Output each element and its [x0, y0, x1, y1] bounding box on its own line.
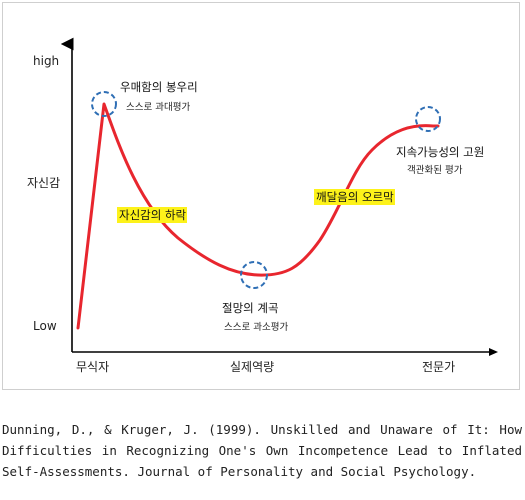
citation: Dunning, D., & Kruger, J. (1999). Unskil…: [2, 422, 522, 479]
y-label-low: Low: [33, 319, 57, 333]
slope-highlight: [314, 189, 395, 205]
decline-label: 자신감의 하락: [119, 208, 187, 222]
confidence-curve: [76, 102, 440, 330]
x-label-competence: 실제역량: [230, 360, 274, 374]
figure-frame: [2, 2, 520, 390]
plateau-title: 지속가능성의 고원: [396, 145, 484, 159]
x-axis-arrowhead: [489, 348, 498, 356]
valley-title: 절망의 계곡: [222, 301, 279, 315]
valley-subtitle: 스스로 과소평가: [224, 322, 288, 333]
y-label-high: high: [33, 54, 59, 68]
dunning-kruger-diagram: high 자신감 Low 무식자 실제역량 전문가 우매함의 봉우리 스스로 과…: [27, 37, 498, 374]
peak-title: 우매함의 봉우리: [120, 80, 198, 94]
slope-label: 깨달음의 오르막: [316, 190, 394, 204]
y-label-confidence: 자신감: [27, 176, 60, 190]
valley-marker: [240, 261, 268, 289]
peak-marker: [91, 91, 117, 117]
decline-highlight: [117, 207, 187, 223]
peak-subtitle: 스스로 과대평가: [126, 102, 190, 113]
plateau-subtitle: 객관화된 평가: [407, 164, 463, 176]
x-label-expert: 전문가: [422, 360, 455, 374]
plateau-marker: [415, 106, 441, 132]
dunning-kruger-figure: high 자신감 Low 무식자 실제역량 전문가 우매함의 봉우리 스스로 과…: [2, 2, 520, 390]
x-label-novice: 무식자: [76, 360, 109, 374]
